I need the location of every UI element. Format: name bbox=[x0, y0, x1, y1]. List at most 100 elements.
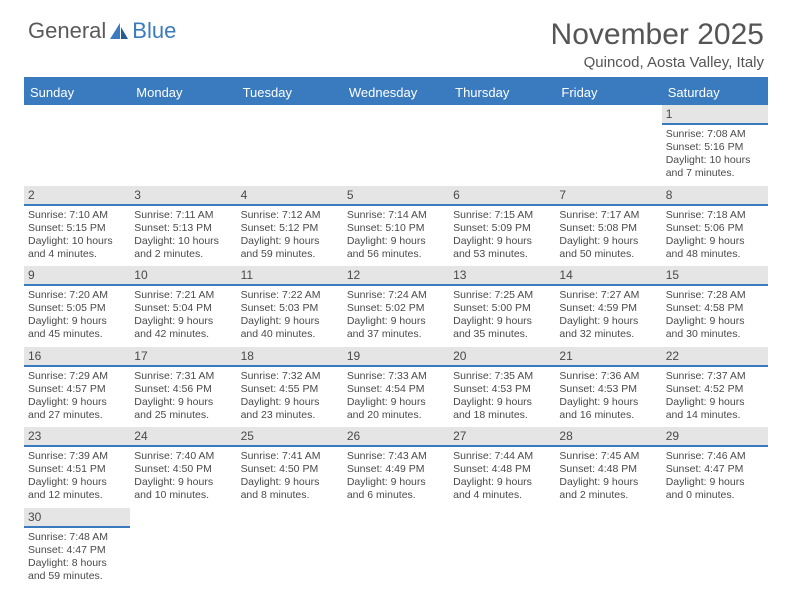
day-number: 17 bbox=[130, 347, 236, 367]
day-number: 4 bbox=[237, 186, 343, 206]
info-row: Sunrise: 7:39 AM Sunset: 4:51 PM Dayligh… bbox=[24, 447, 768, 508]
dayname: Tuesday bbox=[237, 80, 343, 105]
logo: General Blue bbox=[28, 18, 176, 44]
day-cell: Sunrise: 7:18 AM Sunset: 5:06 PM Dayligh… bbox=[662, 206, 768, 267]
day-cell: Sunrise: 7:22 AM Sunset: 5:03 PM Dayligh… bbox=[237, 286, 343, 347]
day-number: 14 bbox=[555, 266, 661, 286]
day-number: 5 bbox=[343, 186, 449, 206]
day-cell: Sunrise: 7:10 AM Sunset: 5:15 PM Dayligh… bbox=[24, 206, 130, 267]
dayname: Friday bbox=[555, 80, 661, 105]
day-number bbox=[343, 105, 449, 125]
day-number: 22 bbox=[662, 347, 768, 367]
day-cell bbox=[343, 125, 449, 186]
day-number: 3 bbox=[130, 186, 236, 206]
day-cell: Sunrise: 7:24 AM Sunset: 5:02 PM Dayligh… bbox=[343, 286, 449, 347]
day-cell bbox=[130, 125, 236, 186]
day-cell: Sunrise: 7:21 AM Sunset: 5:04 PM Dayligh… bbox=[130, 286, 236, 347]
day-cell: Sunrise: 7:32 AM Sunset: 4:55 PM Dayligh… bbox=[237, 367, 343, 428]
day-number: 2 bbox=[24, 186, 130, 206]
day-cell: Sunrise: 7:29 AM Sunset: 4:57 PM Dayligh… bbox=[24, 367, 130, 428]
day-cell: Sunrise: 7:41 AM Sunset: 4:50 PM Dayligh… bbox=[237, 447, 343, 508]
day-cell: Sunrise: 7:44 AM Sunset: 4:48 PM Dayligh… bbox=[449, 447, 555, 508]
day-cell bbox=[555, 125, 661, 186]
daynum-row: 2345678 bbox=[24, 186, 768, 206]
day-number: 24 bbox=[130, 427, 236, 447]
daynum-row: 1 bbox=[24, 105, 768, 125]
day-number bbox=[343, 508, 449, 528]
day-cell bbox=[130, 528, 236, 589]
day-cell: Sunrise: 7:31 AM Sunset: 4:56 PM Dayligh… bbox=[130, 367, 236, 428]
day-number bbox=[449, 508, 555, 528]
day-number: 6 bbox=[449, 186, 555, 206]
day-number: 25 bbox=[237, 427, 343, 447]
day-number: 11 bbox=[237, 266, 343, 286]
day-cell: Sunrise: 7:25 AM Sunset: 5:00 PM Dayligh… bbox=[449, 286, 555, 347]
daynum-row: 9101112131415 bbox=[24, 266, 768, 286]
day-cell: Sunrise: 7:08 AM Sunset: 5:16 PM Dayligh… bbox=[662, 125, 768, 186]
day-cell: Sunrise: 7:15 AM Sunset: 5:09 PM Dayligh… bbox=[449, 206, 555, 267]
title-block: November 2025 Quincod, Aosta Valley, Ita… bbox=[551, 18, 764, 71]
info-row: Sunrise: 7:29 AM Sunset: 4:57 PM Dayligh… bbox=[24, 367, 768, 428]
info-row: Sunrise: 7:20 AM Sunset: 5:05 PM Dayligh… bbox=[24, 286, 768, 347]
day-cell bbox=[237, 125, 343, 186]
calendar-body: 1Sunrise: 7:08 AM Sunset: 5:16 PM Daylig… bbox=[24, 105, 768, 588]
daynum-row: 16171819202122 bbox=[24, 347, 768, 367]
day-number: 26 bbox=[343, 427, 449, 447]
day-cell: Sunrise: 7:48 AM Sunset: 4:47 PM Dayligh… bbox=[24, 528, 130, 589]
day-number bbox=[24, 105, 130, 125]
dayname: Saturday bbox=[662, 80, 768, 105]
day-number: 8 bbox=[662, 186, 768, 206]
day-cell: Sunrise: 7:39 AM Sunset: 4:51 PM Dayligh… bbox=[24, 447, 130, 508]
daynum-row: 30 bbox=[24, 508, 768, 528]
day-number bbox=[237, 105, 343, 125]
day-cell: Sunrise: 7:36 AM Sunset: 4:53 PM Dayligh… bbox=[555, 367, 661, 428]
calendar-container: Sunday Monday Tuesday Wednesday Thursday… bbox=[24, 77, 768, 588]
day-number: 9 bbox=[24, 266, 130, 286]
day-number bbox=[130, 105, 236, 125]
day-number: 12 bbox=[343, 266, 449, 286]
day-number: 15 bbox=[662, 266, 768, 286]
day-number: 16 bbox=[24, 347, 130, 367]
day-cell: Sunrise: 7:17 AM Sunset: 5:08 PM Dayligh… bbox=[555, 206, 661, 267]
day-number bbox=[130, 508, 236, 528]
logo-text-general: General bbox=[28, 18, 106, 44]
dayname: Sunday bbox=[24, 80, 130, 105]
dayname: Monday bbox=[130, 80, 236, 105]
day-number: 10 bbox=[130, 266, 236, 286]
info-row: Sunrise: 7:10 AM Sunset: 5:15 PM Dayligh… bbox=[24, 206, 768, 267]
day-number: 1 bbox=[662, 105, 768, 125]
day-number: 20 bbox=[449, 347, 555, 367]
day-number: 18 bbox=[237, 347, 343, 367]
day-cell: Sunrise: 7:43 AM Sunset: 4:49 PM Dayligh… bbox=[343, 447, 449, 508]
day-cell: Sunrise: 7:11 AM Sunset: 5:13 PM Dayligh… bbox=[130, 206, 236, 267]
day-number bbox=[555, 508, 661, 528]
dayname: Thursday bbox=[449, 80, 555, 105]
daynum-row: 23242526272829 bbox=[24, 427, 768, 447]
day-number: 27 bbox=[449, 427, 555, 447]
calendar-header-row: Sunday Monday Tuesday Wednesday Thursday… bbox=[24, 80, 768, 105]
day-cell bbox=[662, 528, 768, 589]
day-number bbox=[449, 105, 555, 125]
day-number: 28 bbox=[555, 427, 661, 447]
day-number bbox=[237, 508, 343, 528]
day-cell: Sunrise: 7:33 AM Sunset: 4:54 PM Dayligh… bbox=[343, 367, 449, 428]
info-row: Sunrise: 7:08 AM Sunset: 5:16 PM Dayligh… bbox=[24, 125, 768, 186]
day-number bbox=[555, 105, 661, 125]
day-cell: Sunrise: 7:27 AM Sunset: 4:59 PM Dayligh… bbox=[555, 286, 661, 347]
day-cell bbox=[449, 528, 555, 589]
day-cell: Sunrise: 7:14 AM Sunset: 5:10 PM Dayligh… bbox=[343, 206, 449, 267]
day-number: 13 bbox=[449, 266, 555, 286]
day-cell: Sunrise: 7:12 AM Sunset: 5:12 PM Dayligh… bbox=[237, 206, 343, 267]
day-cell bbox=[343, 528, 449, 589]
day-cell: Sunrise: 7:46 AM Sunset: 4:47 PM Dayligh… bbox=[662, 447, 768, 508]
day-number: 29 bbox=[662, 427, 768, 447]
day-number bbox=[662, 508, 768, 528]
dayname: Wednesday bbox=[343, 80, 449, 105]
day-number: 19 bbox=[343, 347, 449, 367]
day-cell: Sunrise: 7:40 AM Sunset: 4:50 PM Dayligh… bbox=[130, 447, 236, 508]
page-header: General Blue November 2025 Quincod, Aost… bbox=[0, 0, 792, 77]
day-cell: Sunrise: 7:37 AM Sunset: 4:52 PM Dayligh… bbox=[662, 367, 768, 428]
logo-text-blue: Blue bbox=[132, 18, 176, 44]
day-cell: Sunrise: 7:45 AM Sunset: 4:48 PM Dayligh… bbox=[555, 447, 661, 508]
day-cell bbox=[237, 528, 343, 589]
